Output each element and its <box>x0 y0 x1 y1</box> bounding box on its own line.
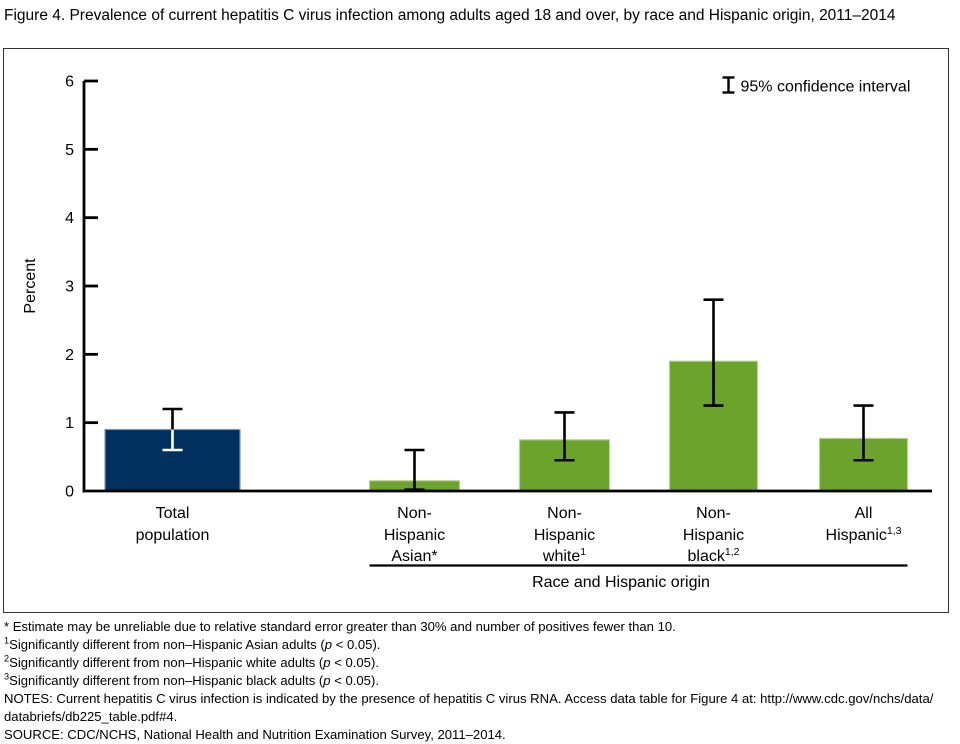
footnote: 1Significantly different from non–Hispan… <box>4 635 381 652</box>
group-axis-label: Race and Hispanic origin <box>532 574 710 591</box>
ci-non-hispanic-white <box>554 411 575 462</box>
svg-text:Hispanic: Hispanic <box>534 527 595 544</box>
x-label-all-hispanic: All Hispanic1,3 <box>826 505 902 544</box>
y-tick-label-5: 5 <box>65 142 74 159</box>
footnote: 3Significantly different from non–Hispan… <box>4 671 379 688</box>
x-label-total-population: Total population <box>136 505 210 544</box>
ci-all-hispanic <box>853 404 874 462</box>
svg-text:Hispanic1,3: Hispanic1,3 <box>826 525 902 544</box>
ci-total-population <box>162 407 183 452</box>
svg-text:Total: Total <box>156 505 190 522</box>
figure-title: Figure 4. Prevalence of current hepatiti… <box>4 7 896 24</box>
y-axis-title: Percent <box>22 258 39 314</box>
x-label-non-hispanic-white: Non- Hispanic white1 <box>534 505 595 565</box>
bar-chart: 0 1 2 3 4 5 6 Percent Total population Non- Hispani… <box>22 74 932 591</box>
svg-text:All: All <box>855 505 873 522</box>
svg-text:Non-: Non- <box>547 505 582 522</box>
y-tick-label-6: 6 <box>65 74 74 91</box>
x-label-non-hispanic-black: Non- Hispanic black1,2 <box>683 505 744 565</box>
svg-text:Non-: Non- <box>696 505 731 522</box>
footnote: SOURCE: CDC/NCHS, National Health and Nu… <box>4 727 506 742</box>
svg-text:black1,2: black1,2 <box>688 546 740 565</box>
svg-text:Asian*: Asian* <box>391 548 437 565</box>
y-tick-label-3: 3 <box>65 279 74 296</box>
x-label-non-hispanic-asian: Non- Hispanic Asian* <box>384 505 445 565</box>
ci-non-hispanic-black <box>703 298 724 407</box>
footnote: 2Significantly different from non–Hispan… <box>4 653 379 670</box>
footnote: NOTES: Current hepatitis C virus infecti… <box>4 691 934 724</box>
svg-text:Non-: Non- <box>397 505 432 522</box>
ci-legend-label: 95% confidence interval <box>741 79 911 96</box>
y-tick-label-4: 4 <box>65 210 74 227</box>
ci-legend: 95% confidence interval <box>722 76 911 96</box>
chart-frame: 0 1 2 3 4 5 6 Percent Total population Non- Hispani… <box>3 48 949 613</box>
y-tick-label-2: 2 <box>65 347 74 364</box>
svg-text:Hispanic: Hispanic <box>384 527 445 544</box>
svg-text:population: population <box>136 527 210 544</box>
footnote: * Estimate may be unreliable due to rela… <box>4 619 676 634</box>
svg-text:Hispanic: Hispanic <box>683 527 744 544</box>
y-tick-label-0: 0 <box>65 484 74 501</box>
y-tick-label-1: 1 <box>65 415 74 432</box>
footnotes-block: * Estimate may be unreliable due to rela… <box>4 618 956 744</box>
svg-text:white1: white1 <box>542 546 586 565</box>
